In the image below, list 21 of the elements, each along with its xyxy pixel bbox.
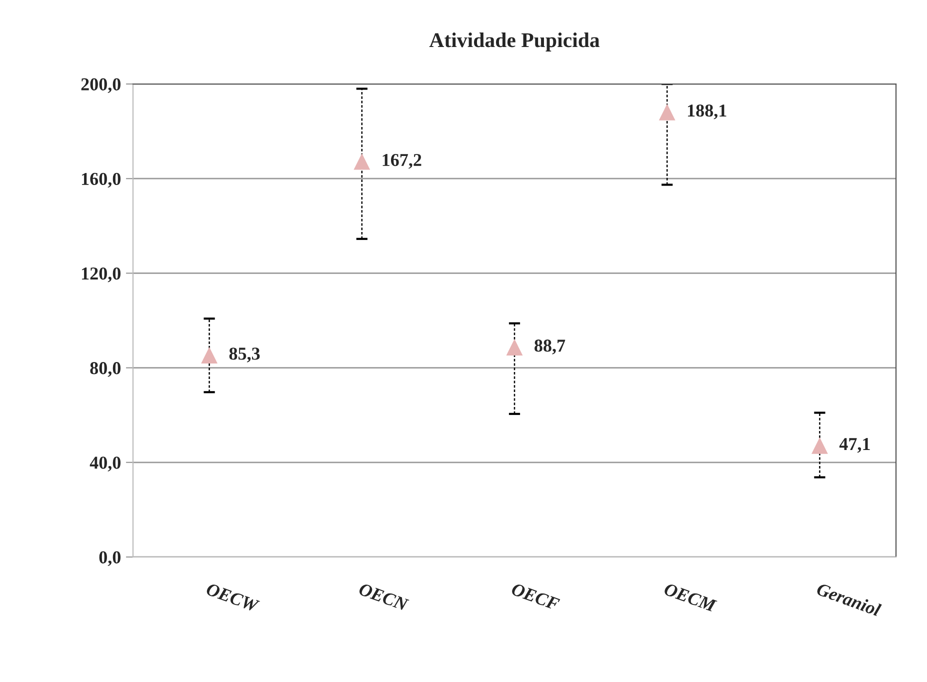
y-tick-label: 80,0: [90, 362, 121, 377]
data-label: 88,7: [534, 340, 566, 354]
data-label: 167,2: [382, 154, 422, 169]
y-tick-label: 40,0: [90, 456, 121, 472]
point: [506, 339, 523, 356]
x-tick-label: OECM: [663, 582, 718, 612]
x-tick-label: OECN: [358, 582, 410, 612]
y-tick-label: 160,0: [82, 172, 121, 188]
y-tick-label: 120,0: [82, 267, 121, 282]
y-tick-label: 200,0: [81, 78, 121, 94]
y-tick-label: 0,0: [99, 551, 121, 566]
x-tick-label: OECF: [510, 582, 560, 611]
point: [811, 437, 828, 454]
point: [354, 153, 370, 170]
point: [658, 104, 676, 120]
point: [201, 347, 218, 364]
data-label: 47,1: [839, 438, 870, 453]
chart-title: Atividade Pupicida: [429, 32, 600, 52]
x-tick-label: OECW: [206, 582, 260, 613]
data-label: 188,1: [688, 104, 726, 120]
data-label: 85,3: [229, 348, 260, 362]
